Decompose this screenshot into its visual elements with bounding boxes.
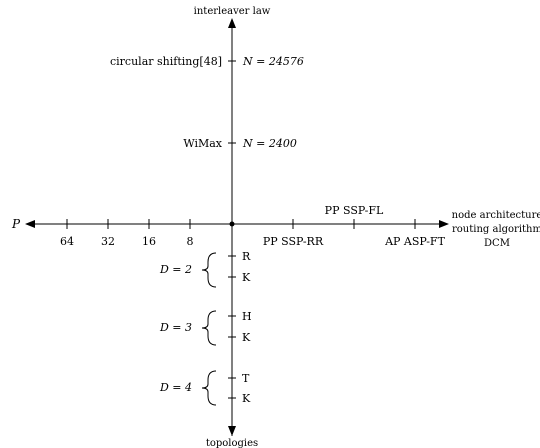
topology-group-label-d2: D = 2 [159,263,192,276]
topology-item-d4-2: K [242,392,251,405]
axis-label-topologies: topologies [206,438,258,448]
axis-label-interleaver-law: interleaver law [194,6,271,17]
node-label-ap-asp-ft: AP ASP-FT [384,235,445,248]
topology-item-d4-1: T [242,372,250,385]
brace-d2 [201,252,217,288]
topology-item-d2-1: R [242,250,251,263]
topology-item-d3-2: K [242,331,251,344]
interleaver-value-1: N = 24576 [242,55,304,68]
interleaver-name-1: circular shifting[48] [110,55,222,68]
axis-label-routing-algorithm: routing algorithm [452,224,540,235]
interleaver-value-2: N = 2400 [242,137,297,150]
axis-label-p: P [11,217,21,231]
topology-group-label-d3: D = 3 [159,321,192,334]
topology-item-d3-1: H [242,310,252,323]
p-tick-label-16: 16 [142,235,156,248]
topology-item-d2-2: K [242,271,251,284]
axis-label-dcm: DCM [484,238,510,249]
p-tick-label-32: 32 [101,235,115,248]
p-tick-label-64: 64 [60,235,74,248]
brace-d4 [201,370,217,406]
node-label-pp-ssp-rr: PP SSP-RR [263,235,324,248]
topology-group-label-d4: D = 4 [159,381,192,394]
brace-d3 [201,310,217,346]
axis-label-node-architecture: node architecture [452,210,540,221]
node-label-pp-ssp-fl: PP SSP-FL [325,204,384,217]
origin-point [229,221,235,227]
interleaver-name-2: WiMax [183,137,222,150]
p-tick-label-8: 8 [187,235,194,248]
